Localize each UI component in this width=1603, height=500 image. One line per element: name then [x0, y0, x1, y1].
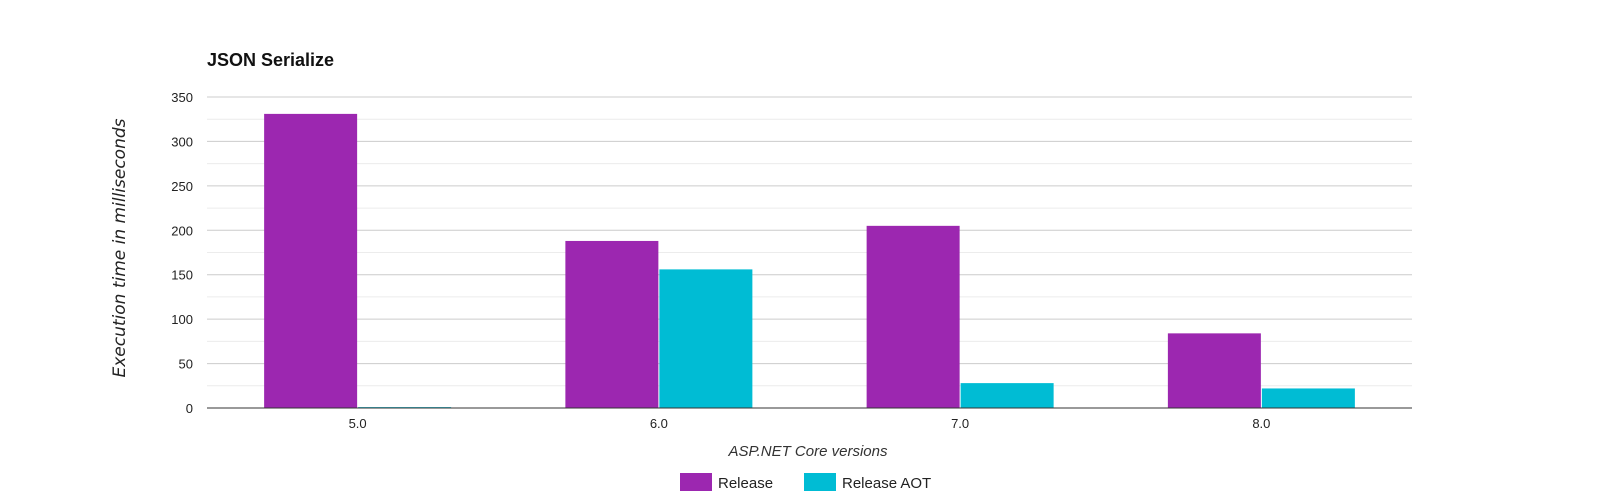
bars: [264, 113, 1355, 408]
y-axis-ticks: 0 50 100 150 200 250 300 350: [171, 90, 193, 416]
x-tick-label: 5.0: [349, 416, 367, 431]
y-tick-label: 350: [171, 90, 193, 105]
legend: Release Release AOT: [680, 473, 931, 492]
y-tick-label: 50: [179, 357, 193, 372]
legend-label-release-aot: Release AOT: [842, 475, 931, 492]
legend-swatch-release-aot: [804, 473, 836, 491]
y-axis-label: Execution time in milliseconds: [110, 118, 130, 377]
y-tick-label: 200: [171, 223, 193, 238]
bar-release: [866, 225, 960, 408]
y-tick-label: 300: [171, 134, 193, 149]
bar-release-aot: [659, 269, 753, 408]
y-tick-label: 0: [186, 401, 193, 416]
bar-release: [264, 113, 358, 408]
bar-release-aot: [1261, 388, 1355, 408]
y-tick-label: 250: [171, 179, 193, 194]
legend-label-release: Release: [718, 475, 773, 492]
chart-title: JSON Serialize: [207, 50, 334, 70]
legend-swatch-release: [680, 473, 712, 491]
bar-release: [1167, 333, 1261, 408]
x-axis-ticks: 5.0 6.0 7.0 8.0: [349, 416, 1271, 431]
x-axis-label: ASP.NET Core versions: [728, 443, 888, 460]
bar-release-aot: [960, 383, 1054, 408]
x-tick-label: 8.0: [1252, 416, 1270, 431]
y-tick-label: 150: [171, 268, 193, 283]
x-tick-label: 7.0: [951, 416, 969, 431]
gridlines: [207, 96, 1412, 387]
bar-release: [565, 240, 659, 408]
y-tick-label: 100: [171, 312, 193, 327]
x-tick-label: 6.0: [650, 416, 668, 431]
